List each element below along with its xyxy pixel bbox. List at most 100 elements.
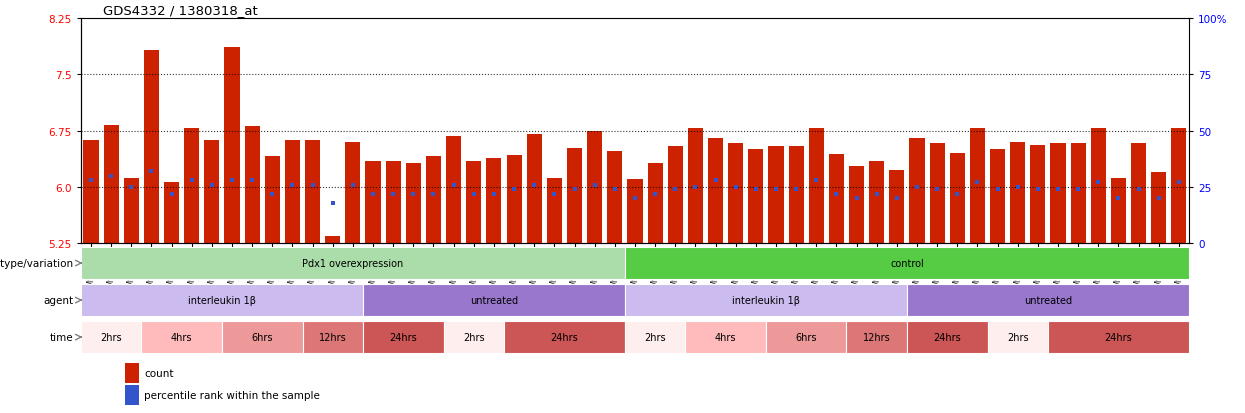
Bar — [144, 51, 159, 244]
Bar — [768, 146, 783, 244]
Text: 2hrs: 2hrs — [101, 332, 122, 342]
Bar — [588, 132, 603, 244]
Bar — [849, 166, 864, 244]
Bar — [1010, 142, 1026, 244]
Bar — [1051, 144, 1066, 244]
Bar — [788, 146, 804, 244]
Bar — [81, 321, 142, 354]
Bar — [142, 321, 222, 354]
Bar — [507, 156, 522, 244]
Text: 4hrs: 4hrs — [171, 332, 193, 342]
Bar — [1071, 144, 1086, 244]
Bar — [81, 247, 625, 280]
Text: 6hrs: 6hrs — [796, 332, 817, 342]
Bar — [325, 236, 340, 244]
Text: Pdx1 overexpression: Pdx1 overexpression — [303, 259, 403, 268]
Text: interleukin 1β: interleukin 1β — [732, 295, 799, 305]
Text: untreated: untreated — [469, 295, 518, 305]
Text: 2hrs: 2hrs — [644, 332, 666, 342]
Bar — [869, 161, 884, 244]
Bar — [123, 178, 139, 244]
Text: 2hrs: 2hrs — [463, 332, 484, 342]
Bar — [305, 140, 320, 244]
Text: 6hrs: 6hrs — [251, 332, 273, 342]
Bar — [625, 247, 1189, 280]
Bar — [906, 321, 987, 354]
Bar — [126, 385, 138, 405]
Bar — [1048, 321, 1189, 354]
Text: 12hrs: 12hrs — [319, 332, 346, 342]
Text: untreated: untreated — [1023, 295, 1072, 305]
Bar — [222, 321, 303, 354]
Text: percentile rank within the sample: percentile rank within the sample — [144, 390, 320, 400]
Bar — [446, 136, 461, 244]
Bar — [345, 142, 361, 244]
Bar — [909, 139, 925, 244]
Bar — [1031, 145, 1046, 244]
Bar — [1152, 173, 1167, 244]
Bar — [687, 129, 703, 244]
Text: 12hrs: 12hrs — [863, 332, 890, 342]
Bar — [364, 321, 443, 354]
Bar — [443, 321, 504, 354]
Bar — [1091, 129, 1106, 244]
Text: control: control — [890, 259, 924, 268]
Bar — [627, 180, 642, 244]
Bar — [728, 144, 743, 244]
Text: time: time — [50, 332, 73, 342]
Bar — [83, 141, 98, 244]
Bar — [364, 284, 625, 317]
Bar — [1111, 178, 1125, 244]
Bar — [265, 157, 280, 244]
Bar — [303, 321, 364, 354]
Text: 24hrs: 24hrs — [550, 332, 579, 342]
Bar — [829, 154, 844, 244]
Bar — [487, 159, 502, 244]
Bar — [1130, 144, 1147, 244]
Bar — [224, 48, 239, 244]
Bar — [566, 148, 583, 244]
Bar — [930, 144, 945, 244]
Bar — [547, 178, 561, 244]
Bar — [81, 284, 364, 317]
Bar — [126, 363, 138, 383]
Bar — [970, 129, 985, 244]
Text: interleukin 1β: interleukin 1β — [188, 295, 256, 305]
Bar — [990, 150, 1005, 244]
Text: count: count — [144, 368, 173, 378]
Bar — [906, 284, 1189, 317]
Bar — [164, 182, 179, 244]
Bar — [809, 129, 824, 244]
Bar — [527, 134, 542, 244]
Bar — [1172, 129, 1186, 244]
Text: 4hrs: 4hrs — [715, 332, 736, 342]
Bar — [406, 164, 421, 244]
Bar — [647, 164, 662, 244]
Text: 24hrs: 24hrs — [1104, 332, 1133, 342]
Bar — [685, 321, 766, 354]
Text: agent: agent — [44, 295, 73, 305]
Text: 24hrs: 24hrs — [390, 332, 417, 342]
Bar — [766, 321, 847, 354]
Bar — [950, 154, 965, 244]
Bar — [667, 146, 682, 244]
Bar — [244, 127, 260, 244]
Bar — [466, 161, 482, 244]
Bar — [608, 152, 622, 244]
Text: GDS4332 / 1380318_at: GDS4332 / 1380318_at — [103, 5, 258, 17]
Bar — [748, 150, 763, 244]
Bar — [204, 141, 219, 244]
Bar — [504, 321, 625, 354]
Text: genotype/variation: genotype/variation — [0, 259, 73, 268]
Text: 24hrs: 24hrs — [934, 332, 961, 342]
Bar — [625, 321, 685, 354]
Bar — [184, 129, 199, 244]
Bar — [103, 126, 118, 244]
Bar — [386, 161, 401, 244]
Text: 2hrs: 2hrs — [1007, 332, 1028, 342]
Bar — [847, 321, 906, 354]
Bar — [625, 284, 906, 317]
Bar — [708, 139, 723, 244]
Bar — [285, 140, 300, 244]
Bar — [426, 157, 441, 244]
